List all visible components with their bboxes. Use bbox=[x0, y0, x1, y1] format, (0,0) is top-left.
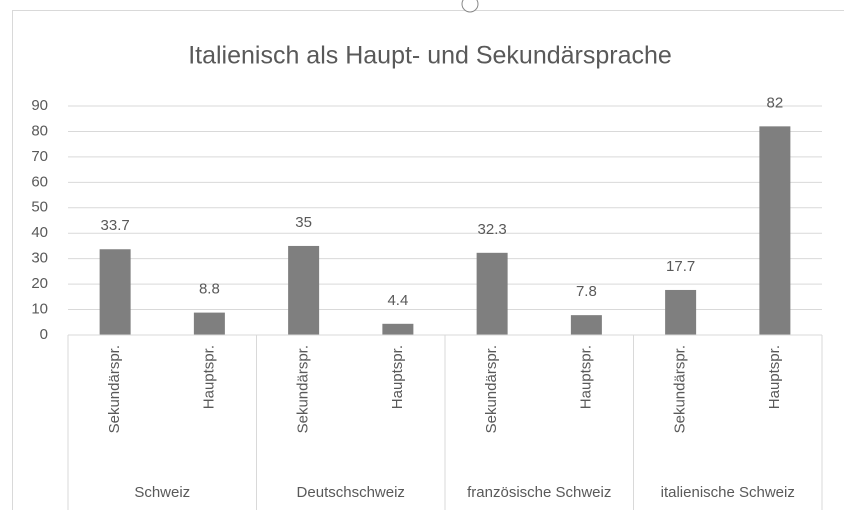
y-tick-label: 30 bbox=[31, 250, 48, 267]
y-tick-label: 20 bbox=[31, 275, 48, 292]
group-label: Deutschschweiz bbox=[297, 484, 405, 501]
data-label: 82 bbox=[767, 94, 784, 111]
bar bbox=[570, 315, 602, 335]
bar bbox=[193, 312, 225, 335]
group-label: Schweiz bbox=[134, 484, 190, 501]
data-label: 8.8 bbox=[199, 281, 220, 298]
bar bbox=[759, 126, 791, 335]
y-tick-label: 60 bbox=[31, 173, 48, 190]
x-tick-label: Hauptspr. bbox=[766, 345, 783, 409]
chart-frame bbox=[12, 10, 844, 510]
bar bbox=[665, 289, 697, 335]
x-tick-label: Sekundärspr. bbox=[483, 345, 500, 433]
y-tick-label: 0 bbox=[40, 326, 48, 343]
y-tick-label: 90 bbox=[31, 97, 48, 114]
x-tick-label: Sekundärspr. bbox=[295, 345, 312, 433]
data-label: 7.8 bbox=[576, 283, 597, 300]
data-label: 17.7 bbox=[666, 258, 695, 275]
bar bbox=[288, 245, 320, 335]
x-tick-label: Sekundärspr. bbox=[106, 345, 123, 433]
y-tick-label: 50 bbox=[31, 199, 48, 216]
x-tick-label: Hauptspr. bbox=[389, 345, 406, 409]
bar bbox=[99, 249, 131, 335]
chart-title: Italienisch als Haupt- und Sekundärsprac… bbox=[188, 42, 672, 70]
group-label: italienische Schweiz bbox=[661, 484, 795, 501]
x-tick-label: Hauptspr. bbox=[577, 345, 594, 409]
bar bbox=[476, 252, 508, 335]
data-label: 33.7 bbox=[101, 217, 130, 234]
y-tick-label: 40 bbox=[31, 224, 48, 241]
resize-handle bbox=[461, 0, 479, 13]
data-label: 4.4 bbox=[387, 292, 408, 309]
x-tick-label: Hauptspr. bbox=[200, 345, 217, 409]
y-tick-label: 10 bbox=[31, 301, 48, 318]
bar bbox=[382, 323, 414, 335]
y-tick-label: 80 bbox=[31, 122, 48, 139]
x-tick-label: Sekundärspr. bbox=[672, 345, 689, 433]
data-label: 35 bbox=[295, 214, 312, 231]
y-tick-label: 70 bbox=[31, 148, 48, 165]
group-label: französische Schweiz bbox=[467, 484, 611, 501]
data-label: 32.3 bbox=[478, 221, 507, 238]
